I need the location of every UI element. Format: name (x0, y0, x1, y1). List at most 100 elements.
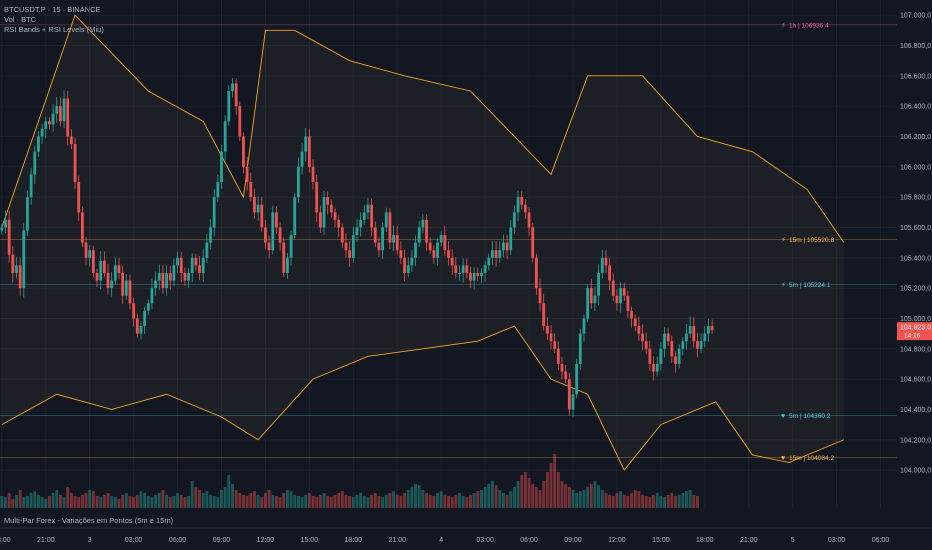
volume-bar (318, 494, 322, 508)
candle-body (516, 197, 520, 213)
volume-bar (531, 484, 535, 508)
volume-bar (479, 490, 483, 508)
candle-body (450, 257, 454, 266)
volume-bar (458, 493, 461, 508)
bottom-indicator-label[interactable]: Multi-Par Forex - Variações em Pontos (5… (4, 516, 174, 525)
volume-legend[interactable]: Vol · BTC (4, 15, 37, 24)
candle-body (51, 113, 55, 125)
candle-body (509, 227, 513, 251)
volume-bar (128, 496, 132, 508)
volume-bar (637, 491, 641, 508)
volume-bar (7, 493, 11, 508)
indicator-legend[interactable]: RSI Bands + RSI Levels (Miu) (4, 25, 104, 34)
candle-body (505, 242, 509, 251)
volume-bar (190, 481, 194, 508)
level-label: 5m | 104360.2 (789, 413, 831, 420)
volume-bar (113, 497, 117, 508)
volume-bar (472, 493, 476, 508)
candle-body (622, 288, 626, 296)
volume-bar (289, 491, 293, 508)
volume-bar (450, 497, 454, 508)
volume-bar (469, 494, 472, 508)
candle-body (582, 318, 586, 334)
candle-body (447, 250, 450, 258)
volume-bar (487, 484, 491, 508)
candle-body (553, 341, 557, 349)
volume-bar (644, 496, 648, 508)
volume-bar (249, 493, 253, 508)
candle-body (70, 136, 73, 145)
candle-body (696, 341, 699, 349)
candle-body (399, 250, 403, 258)
volume-bar (44, 499, 48, 508)
candle-body (688, 326, 692, 334)
candle-body (608, 265, 611, 281)
candle-body (260, 204, 264, 228)
candle-body (480, 272, 483, 276)
volume-bar (165, 494, 169, 508)
volume-bar (567, 487, 571, 508)
candle-body (685, 333, 688, 342)
volume-bar (582, 490, 586, 508)
volume-bar (516, 481, 520, 508)
candle-body (406, 265, 410, 273)
candle-body (231, 83, 234, 91)
level-label: 15m | 104084.2 (789, 455, 834, 462)
volume-bar (176, 493, 180, 508)
volume-bar (263, 493, 267, 508)
x-tick-label: 15:00 (301, 537, 319, 544)
volume-bar (553, 454, 557, 508)
candle-body (417, 227, 421, 243)
lightning-icon: ⚡ (781, 281, 786, 289)
y-tick-label: 104.000,0 (900, 468, 931, 475)
volume-bar (432, 496, 436, 508)
x-tick-label: 03:00 (828, 537, 846, 544)
candle-body (564, 371, 568, 380)
volume-bar (278, 497, 282, 508)
candle-body (428, 242, 432, 251)
volume-bar (410, 487, 414, 508)
volume-bar (384, 494, 388, 508)
volume-bar (22, 497, 26, 508)
candle-body (476, 272, 480, 276)
volume-bar (443, 494, 447, 508)
volume-bar (403, 493, 407, 508)
volume-bar (274, 496, 278, 508)
candle-body (414, 242, 417, 258)
volume-bar (15, 494, 18, 508)
candle-body (337, 219, 341, 228)
volume-bar (238, 493, 242, 508)
volume-bar (593, 481, 597, 508)
volume-bar (256, 494, 260, 508)
volume-bar (201, 493, 205, 508)
volume-bar (315, 497, 319, 508)
candle-body (11, 254, 15, 273)
candle-body (377, 242, 381, 251)
symbol-label[interactable]: BTCUSDT.P · 15 · BINANCE (4, 5, 101, 14)
volume-bar (560, 481, 564, 508)
volume-bar (483, 487, 487, 508)
volume-bar (425, 493, 428, 508)
candle-body (461, 265, 465, 273)
candle-body (641, 333, 644, 342)
candle-body (619, 288, 622, 304)
volume-bar (121, 494, 125, 508)
y-tick-label: 105.600,0 (900, 225, 931, 232)
volume-bar (556, 472, 560, 508)
candle-body (0, 227, 4, 231)
candle-body (333, 212, 337, 220)
candle-body (99, 260, 103, 281)
volume-bar (69, 493, 73, 508)
volume-bar (659, 496, 663, 508)
candle-body (648, 348, 652, 364)
volume-bar (600, 490, 604, 508)
candle-body (88, 250, 92, 258)
volume-bar (329, 497, 333, 508)
volume-bar (512, 487, 516, 508)
candle-body (190, 257, 194, 273)
volume-bar (293, 494, 297, 508)
volume-bar (51, 493, 55, 508)
lightning-icon: ⚡ (781, 236, 786, 244)
x-tick-label: 15:00 (652, 537, 670, 544)
